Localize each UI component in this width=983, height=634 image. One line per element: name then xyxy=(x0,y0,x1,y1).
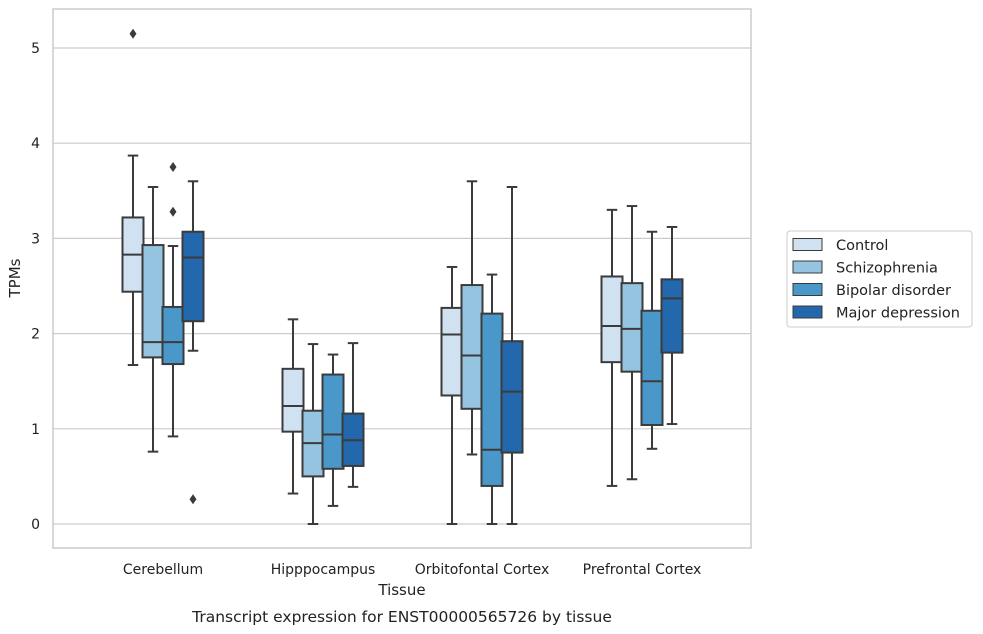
box-schizophrenia xyxy=(301,343,325,525)
legend: Control Schizophrenia Bipolar disorder Majo… xyxy=(786,230,973,328)
y-tick-label: 3 xyxy=(31,231,40,247)
legend-swatch xyxy=(792,238,823,251)
box-bipolar-disorder xyxy=(640,230,664,450)
legend-label: Schizophrenia xyxy=(836,261,938,277)
box-iqr xyxy=(460,284,484,410)
y-tick-label: 0 xyxy=(31,517,40,533)
legend-label: Bipolar disorder xyxy=(836,283,951,299)
x-axis-ticks: Cerebellum Hipppocampus Orbitofontal Corte… xyxy=(123,562,701,578)
y-tick-label: 4 xyxy=(31,136,40,152)
box-major-depression xyxy=(500,185,524,525)
box-major-depression xyxy=(660,225,684,426)
plot-area-frame xyxy=(52,8,752,549)
x-axis-label: Tissue xyxy=(377,581,425,599)
box-major-depression xyxy=(181,180,205,505)
chart-title: Transcript expression for ENST0000056572… xyxy=(191,608,612,626)
y-tick-label: 1 xyxy=(31,422,40,438)
box-major-depression xyxy=(341,342,365,488)
box-iqr xyxy=(600,275,624,364)
y-tick-label: 5 xyxy=(31,41,40,57)
y-axis-label: TPMs xyxy=(6,258,24,298)
box-control xyxy=(121,28,145,367)
box-iqr xyxy=(321,373,345,470)
outlier-point xyxy=(189,494,197,505)
legend-label: Major depression xyxy=(836,306,960,322)
y-tick-label: 2 xyxy=(31,327,40,343)
boxes xyxy=(121,28,684,525)
outlier-point xyxy=(169,206,177,217)
box-control xyxy=(440,265,464,525)
box-bipolar-disorder xyxy=(321,353,345,507)
box-iqr xyxy=(660,278,684,354)
legend-swatch xyxy=(792,305,823,319)
x-tick-label: Cerebellum xyxy=(123,562,203,578)
box-iqr xyxy=(141,244,165,359)
box-schizophrenia xyxy=(460,180,484,456)
legend-frame xyxy=(786,230,973,328)
legend-swatch xyxy=(792,260,823,274)
box-bipolar-disorder xyxy=(480,273,504,525)
box-iqr xyxy=(440,306,464,397)
box-iqr xyxy=(281,367,305,433)
y-axis-ticks: 0 1 2 3 4 5 xyxy=(31,41,40,533)
outlier-point xyxy=(169,162,177,172)
box-iqr xyxy=(480,312,504,487)
outlier-point xyxy=(129,28,137,39)
box-iqr xyxy=(500,340,524,454)
box-iqr xyxy=(181,230,205,323)
box-iqr xyxy=(640,309,664,426)
legend-label: Control xyxy=(836,238,888,254)
box-control xyxy=(600,208,624,487)
box-iqr xyxy=(161,305,185,366)
box-schizophrenia xyxy=(141,185,165,453)
x-tick-label: Prefrontal Cortex xyxy=(583,562,702,578)
box-control xyxy=(281,318,305,495)
x-tick-label: Orbitofontal Cortex xyxy=(415,562,550,578)
box-iqr xyxy=(620,282,644,373)
legend-swatch xyxy=(792,283,823,296)
x-tick-label: Hipppocampus xyxy=(271,562,376,578)
box-bipolar-disorder xyxy=(161,162,185,438)
box-schizophrenia xyxy=(620,205,644,481)
